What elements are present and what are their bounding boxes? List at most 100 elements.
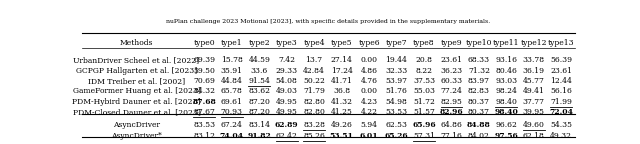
Text: 37.77: 37.77 [523,98,545,106]
Text: 6.01: 6.01 [360,132,378,140]
Text: 53.97: 53.97 [385,77,408,85]
Text: 84.88: 84.88 [467,121,491,129]
Text: PDM-Closed Dauner et al. [2023]: PDM-Closed Dauner et al. [2023] [72,108,200,116]
Text: 70.93: 70.93 [221,108,243,116]
Text: 91.82: 91.82 [248,132,271,140]
Text: 71.79: 71.79 [303,87,325,95]
Text: 82.95: 82.95 [440,98,462,106]
Text: 70.69: 70.69 [193,77,215,85]
Text: 20.8: 20.8 [415,56,433,64]
Text: 87.20: 87.20 [248,98,270,106]
Text: 67.24: 67.24 [221,121,243,129]
Text: 71.99: 71.99 [550,98,572,106]
Text: 57.31: 57.31 [413,132,435,140]
Text: 56.16: 56.16 [550,87,572,95]
Text: 23.61: 23.61 [550,67,572,75]
Text: type10: type10 [466,39,492,48]
Text: 59.50: 59.50 [193,67,215,75]
Text: 49.95: 49.95 [276,98,298,106]
Text: 93.16: 93.16 [495,56,517,64]
Text: 60.33: 60.33 [440,77,463,85]
Text: 29.33: 29.33 [276,67,298,75]
Text: 83.14: 83.14 [248,121,270,129]
Text: 82.80: 82.80 [303,98,325,106]
Text: 83.12: 83.12 [193,132,215,140]
Text: 54.35: 54.35 [550,121,572,129]
Text: 56.39: 56.39 [550,56,572,64]
Text: GameFormer Huang et al. [2023]: GameFormer Huang et al. [2023] [72,87,200,95]
Text: type5: type5 [331,39,353,48]
Text: UrbanDriver Scheel et al. [2022]: UrbanDriver Scheel et al. [2022] [74,56,200,64]
Text: 65.96: 65.96 [412,121,436,129]
Text: 49.60: 49.60 [523,121,545,129]
Text: 71.32: 71.32 [468,67,490,75]
Text: type2: type2 [248,39,270,48]
Text: 54.98: 54.98 [385,98,408,106]
Text: 39.95: 39.95 [523,108,545,116]
Text: 87.67: 87.67 [193,108,215,116]
Text: 41.71: 41.71 [331,77,353,85]
Text: 42.84: 42.84 [303,67,325,75]
Text: 4.22: 4.22 [360,108,378,116]
Text: 49.03: 49.03 [276,87,298,95]
Text: 0.00: 0.00 [360,56,378,64]
Text: 62.18: 62.18 [523,132,545,140]
Text: 32.33: 32.33 [385,67,408,75]
Text: 45.77: 45.77 [523,77,545,85]
Text: 98.24: 98.24 [495,87,517,95]
Text: 53.53: 53.53 [385,108,408,116]
Text: type12: type12 [520,39,547,48]
Text: type4: type4 [303,39,325,48]
Text: 93.03: 93.03 [495,77,517,85]
Text: 68.33: 68.33 [468,56,490,64]
Text: 83.28: 83.28 [303,121,325,129]
Text: IDM Treiber et al. [2002]: IDM Treiber et al. [2002] [88,77,185,85]
Text: 19.44: 19.44 [385,56,408,64]
Text: 41.32: 41.32 [331,98,353,106]
Text: 4.23: 4.23 [360,98,378,106]
Text: 49.95: 49.95 [276,108,298,116]
Text: 15.78: 15.78 [221,56,243,64]
Text: 80.37: 80.37 [468,98,490,106]
Text: 84.02: 84.02 [468,132,490,140]
Text: 27.14: 27.14 [331,56,353,64]
Text: 53.51: 53.51 [330,132,353,140]
Text: nuPlan challenge 2023 Motional [2023], with specific details provided in the sup: nuPlan challenge 2023 Motional [2023], w… [166,19,490,24]
Text: 36.19: 36.19 [523,67,545,75]
Text: 62.89: 62.89 [275,121,298,129]
Text: type8: type8 [413,39,435,48]
Text: 51.76: 51.76 [385,87,408,95]
Text: 33.78: 33.78 [523,56,545,64]
Text: type0: type0 [193,39,215,48]
Text: AsyncDriver*: AsyncDriver* [111,132,162,140]
Text: 0.00: 0.00 [360,87,378,95]
Text: 83.53: 83.53 [193,121,216,129]
Text: type9: type9 [440,39,462,48]
Text: 49.41: 49.41 [523,87,545,95]
Text: 51.57: 51.57 [413,108,435,116]
Text: 4.76: 4.76 [360,77,378,85]
Text: 44.59: 44.59 [248,56,270,64]
Text: 37.53: 37.53 [413,77,435,85]
Text: 51.72: 51.72 [413,98,435,106]
Text: 13.7: 13.7 [306,56,323,64]
Text: type11: type11 [493,39,520,48]
Text: type6: type6 [358,39,380,48]
Text: 82.83: 82.83 [468,87,490,95]
Text: GCPGP Hallgarten et al. [2023]: GCPGP Hallgarten et al. [2023] [76,67,197,75]
Text: 84.32: 84.32 [193,87,215,95]
Text: 33.6: 33.6 [251,67,268,75]
Text: type1: type1 [221,39,243,48]
Text: 64.86: 64.86 [440,121,462,129]
Text: 35.91: 35.91 [221,67,243,75]
Text: 12.44: 12.44 [550,77,572,85]
Text: 85.26: 85.26 [303,132,325,140]
Text: 91.54: 91.54 [248,77,270,85]
Text: 49.32: 49.32 [550,132,572,140]
Text: 54.08: 54.08 [276,77,298,85]
Text: 87.68: 87.68 [193,98,216,106]
Text: 97.56: 97.56 [495,132,518,140]
Text: 69.39: 69.39 [193,56,215,64]
Text: 82.80: 82.80 [303,108,325,116]
Text: 98.40: 98.40 [495,98,517,106]
